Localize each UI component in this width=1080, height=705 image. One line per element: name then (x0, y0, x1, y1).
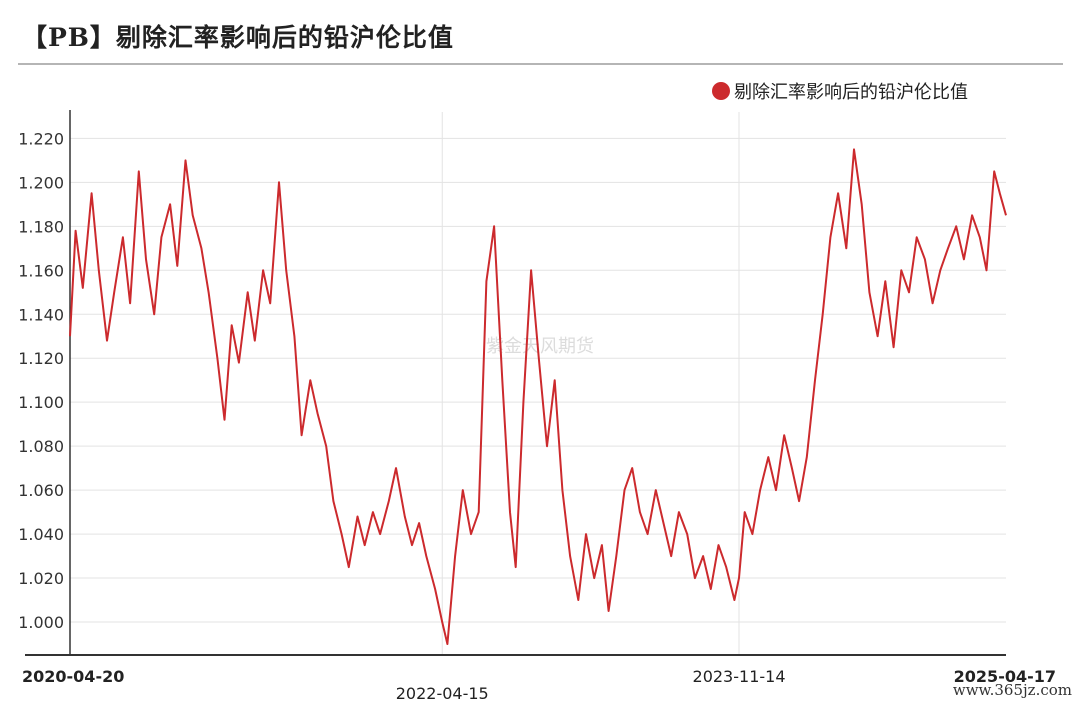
y-tick-label: 1.060 (18, 481, 64, 500)
y-tick-label: 1.000 (18, 613, 64, 632)
x-tick-label: 2022-04-15 (396, 684, 489, 703)
y-tick-label: 1.040 (18, 525, 64, 544)
page-title: 【PB】剔除汇率影响后的铅沪伦比值 (22, 23, 454, 52)
title-divider (18, 63, 1063, 65)
y-tick-label: 1.140 (18, 305, 64, 324)
chart-watermark: 紫金天风期货 (486, 336, 594, 357)
y-tick-label: 1.080 (18, 437, 64, 456)
y-tick-label: 1.200 (18, 173, 64, 192)
x-tick-label: 2025-04-17 (954, 667, 1056, 686)
y-tick-label: 1.220 (18, 129, 64, 148)
y-tick-label: 1.100 (18, 393, 64, 412)
y-tick-label: 1.160 (18, 261, 64, 280)
footer-watermark: www.365jz.com (952, 681, 1072, 699)
y-tick-label: 1.020 (18, 569, 64, 588)
y-tick-label: 1.180 (18, 217, 64, 236)
series-line (69, 148, 1007, 645)
legend-marker (712, 82, 730, 100)
y-tick-label: 1.120 (18, 349, 64, 368)
chart-legend: 剔除汇率影响后的铅沪伦比值 (712, 78, 968, 104)
legend-label: 剔除汇率影响后的铅沪伦比值 (734, 82, 968, 103)
x-tick-label: 2023-11-14 (693, 667, 786, 686)
x-tick-label: 2020-04-20 (22, 667, 124, 686)
